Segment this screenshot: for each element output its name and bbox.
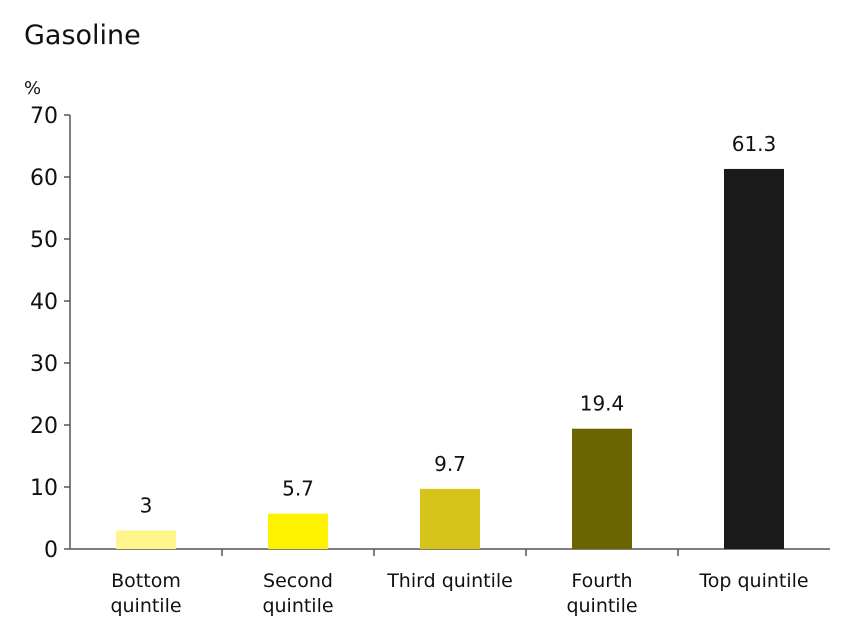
data-label: 5.7 [282, 477, 314, 501]
x-tick-label: Top quintile [698, 570, 808, 592]
y-tick-label: 30 [30, 352, 58, 377]
data-label: 61.3 [732, 132, 777, 156]
x-tick-label: quintile [262, 595, 333, 617]
bar [724, 168, 784, 549]
y-axis-unit-label: % [24, 78, 42, 99]
chart-title: Gasoline [24, 20, 141, 51]
y-tick-label: 0 [44, 538, 58, 563]
x-tick-label: Second [263, 570, 333, 592]
y-tick-label: 40 [30, 290, 58, 315]
y-tick-label: 10 [30, 476, 58, 501]
data-labels: 3 5.7 9.7 19.4 61.3 [140, 132, 777, 517]
y-tick-label: 60 [30, 166, 58, 191]
data-label: 9.7 [434, 452, 466, 476]
bar [116, 530, 176, 549]
x-tick-label: Third quintile [386, 570, 513, 592]
y-tick-label: 70 [30, 104, 58, 129]
x-tick-labels: Bottom quintile Second quintile Third quinti… [110, 570, 808, 617]
x-tick-label: Fourth [571, 570, 632, 592]
y-tick-label: 20 [30, 414, 58, 439]
bar [268, 513, 328, 549]
bar [572, 428, 632, 549]
x-tick-label: quintile [566, 595, 637, 617]
y-tick-label: 50 [30, 228, 58, 253]
x-tick-label: quintile [110, 595, 181, 617]
bars [116, 168, 784, 549]
data-label: 3 [140, 493, 153, 517]
x-tick-label: Bottom [111, 570, 181, 592]
bar [420, 488, 480, 549]
data-label: 19.4 [580, 392, 625, 416]
